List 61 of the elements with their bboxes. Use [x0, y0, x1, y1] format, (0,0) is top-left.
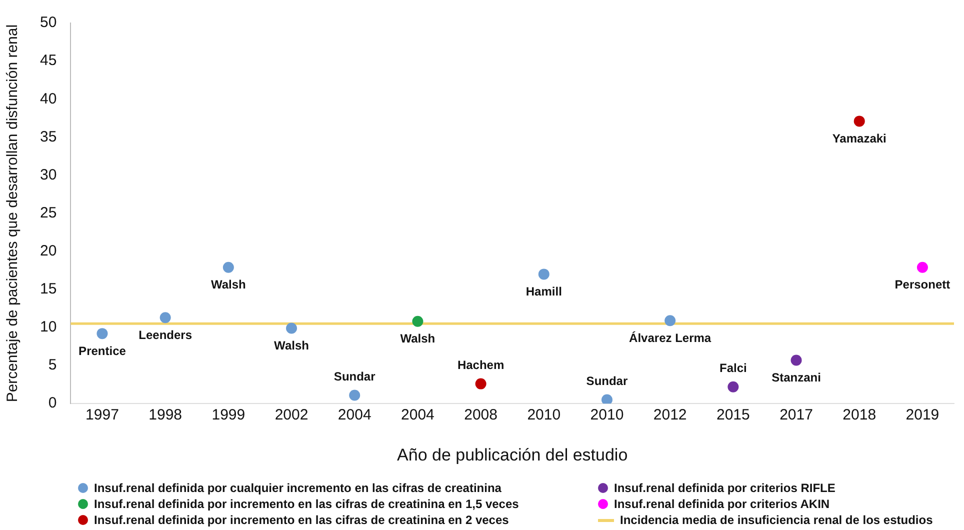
- legend-label: Insuf.renal definida por incremento en las cifras de creatinina en 2 veces: [94, 513, 509, 527]
- x-tick-label: 1998: [148, 406, 182, 424]
- data-label: Sundar: [334, 370, 376, 384]
- x-tick-label: 2010: [590, 406, 624, 424]
- y-tick-label: 15: [40, 280, 57, 298]
- point: [664, 315, 676, 326]
- point: [286, 322, 298, 334]
- point: [728, 381, 739, 392]
- data-label: Walsh: [210, 278, 246, 292]
- y-tick-label: 45: [40, 52, 57, 70]
- data-label: Prentice: [78, 344, 126, 358]
- y-axis-title: Percentaje de pacientes que desarrollan disfunción renal: [4, 24, 22, 402]
- x-tick-label: 2010: [527, 406, 561, 424]
- data-label: Yamazaki: [832, 132, 886, 146]
- x-tick-label: 2018: [842, 406, 876, 424]
- y-tick-label: 0: [48, 394, 57, 412]
- point: [160, 312, 171, 324]
- point: [96, 328, 108, 340]
- point: [222, 262, 234, 273]
- point: [854, 116, 865, 127]
- x-tick-label: 2002: [274, 406, 308, 424]
- point: [601, 394, 612, 404]
- x-tick-label: 1999: [212, 406, 246, 424]
- x-tick-label: 1997: [86, 406, 119, 424]
- data-label: Hachem: [457, 358, 504, 372]
- legend-label: Insuf.renal definida por cualquier incremento en las cifras de creatinina: [94, 481, 502, 495]
- x-tick-label: 2004: [401, 406, 434, 424]
- legend-label: Insuf.renal definida por incremento en las cifras de creatinina en 1,5 veces: [94, 497, 519, 511]
- y-tick-label: 35: [40, 128, 57, 146]
- x-axis-title: Año de publicación del estudio: [397, 445, 628, 464]
- data-label: Stanzani: [772, 370, 821, 385]
- y-tick-label: 10: [40, 318, 57, 336]
- y-tick-label: 25: [40, 204, 57, 222]
- data-label: Walsh: [274, 338, 309, 353]
- data-label: Sundar: [586, 374, 628, 388]
- point: [349, 390, 360, 401]
- x-tick-label: 2019: [906, 406, 940, 424]
- data-label: Álvarez Lerma: [629, 330, 712, 345]
- y-tick-label: 5: [48, 356, 57, 374]
- y-tick-label: 20: [40, 242, 57, 260]
- data-label: Leenders: [138, 328, 192, 342]
- point: [412, 316, 424, 327]
- y-tick-label: 50: [40, 14, 57, 32]
- legend-label: Insuf.renal definida por criterios RIFLE: [614, 481, 836, 495]
- x-tick-label: 2015: [716, 406, 750, 424]
- legend-label: Insuf.renal definida por criterios AKIN: [614, 497, 830, 511]
- x-tick-label: 2012: [653, 406, 687, 424]
- point: [538, 268, 550, 280]
- data-label: Walsh: [400, 332, 436, 346]
- data-label: Hamill: [526, 284, 562, 299]
- x-tick-label: 2017: [780, 406, 813, 424]
- x-tick-label: 2008: [464, 406, 498, 424]
- point: [916, 262, 928, 273]
- x-tick-label: 2004: [338, 406, 372, 424]
- y-tick-label: 40: [40, 90, 57, 108]
- point: [475, 378, 486, 390]
- data-label: Personett: [894, 278, 950, 292]
- legend-label: Incidencia media de insuficiencia renal de los estudios: [620, 513, 933, 527]
- data-label: Falci: [719, 361, 747, 376]
- point: [790, 354, 802, 366]
- y-tick-label: 30: [40, 166, 57, 184]
